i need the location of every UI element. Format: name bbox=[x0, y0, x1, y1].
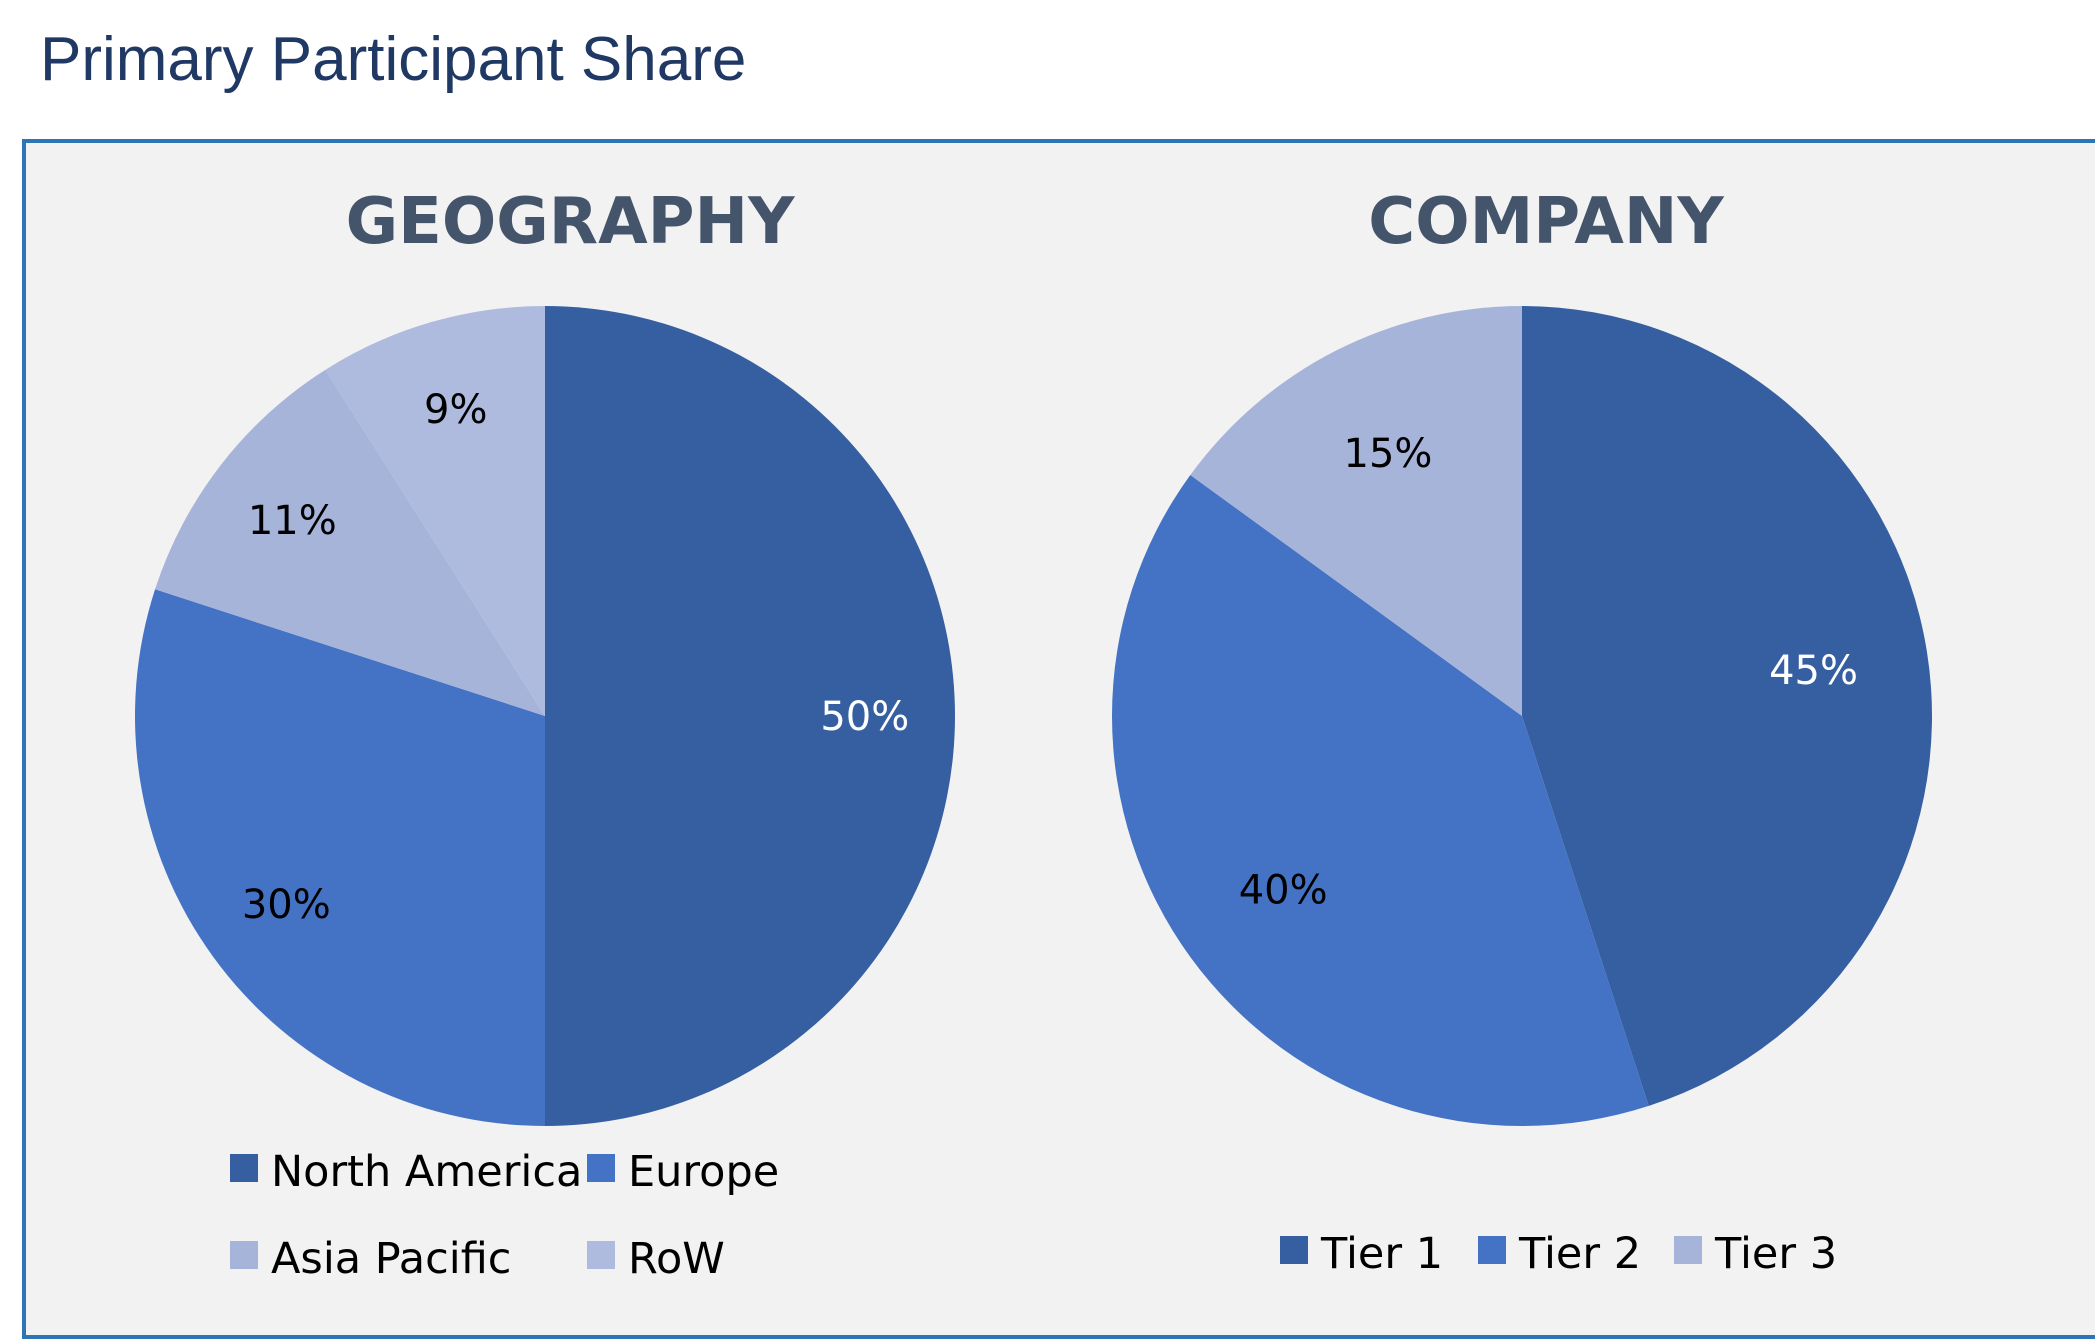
geography-label-north-america: 50% bbox=[820, 694, 909, 740]
page-title: Primary Participant Share bbox=[40, 25, 747, 94]
geography-slice-europe bbox=[134, 589, 546, 1126]
company-slice-tier-1 bbox=[1522, 306, 1933, 1106]
geography-legend-swatch-europe bbox=[587, 1154, 615, 1182]
geography-label-europe: 30% bbox=[242, 882, 331, 928]
geography-legend-label-asia-pacific: Asia Pacific bbox=[271, 1234, 511, 1284]
geography-label-row: 9% bbox=[424, 387, 487, 433]
company-legend-label-tier-2: Tier 2 bbox=[1518, 1229, 1641, 1279]
geography-pie bbox=[134, 306, 955, 1126]
company-legend-label-tier-3: Tier 3 bbox=[1714, 1229, 1837, 1279]
company-legend: Tier 1 Tier 2 Tier 3 bbox=[1280, 1229, 1837, 1279]
geography-legend-label-europe: Europe bbox=[628, 1147, 779, 1197]
company-slice-labels: 45% 40% 15% bbox=[1239, 431, 1858, 914]
company-legend-swatch-tier-2 bbox=[1478, 1236, 1506, 1264]
geography-legend-swatch-asia-pacific bbox=[230, 1241, 258, 1269]
geography-legend-swatch-row bbox=[587, 1241, 615, 1269]
geography-slice-asia-pacific bbox=[155, 369, 545, 716]
geography-legend-label-north-america: North America bbox=[271, 1147, 582, 1197]
company-slice-tier-2 bbox=[1111, 475, 1649, 1127]
company-label-tier-2: 40% bbox=[1239, 868, 1328, 914]
company-label-tier-1: 45% bbox=[1769, 648, 1858, 694]
company-legend-swatch-tier-3 bbox=[1674, 1236, 1702, 1264]
geography-slice-north-america bbox=[545, 306, 955, 1126]
company-legend-label-tier-1: Tier 1 bbox=[1320, 1229, 1443, 1279]
company-label-tier-3: 15% bbox=[1344, 431, 1433, 477]
geography-slice-labels: 50% 30% 11% 9% bbox=[242, 387, 909, 928]
company-slice-tier-3 bbox=[1190, 306, 1522, 716]
company-legend-swatch-tier-1 bbox=[1280, 1236, 1308, 1264]
company-chart-title: COMPANY bbox=[1368, 185, 1724, 259]
geography-legend-swatch-north-america bbox=[230, 1154, 258, 1182]
geography-label-asia-pacific: 11% bbox=[248, 498, 337, 544]
company-pie bbox=[1111, 306, 1933, 1127]
geography-slice-row bbox=[325, 306, 545, 716]
geography-chart-title: GEOGRAPHY bbox=[346, 185, 795, 259]
geography-legend-label-row: RoW bbox=[628, 1234, 725, 1284]
geography-legend: North America Europe Asia Pacific RoW bbox=[230, 1147, 779, 1284]
